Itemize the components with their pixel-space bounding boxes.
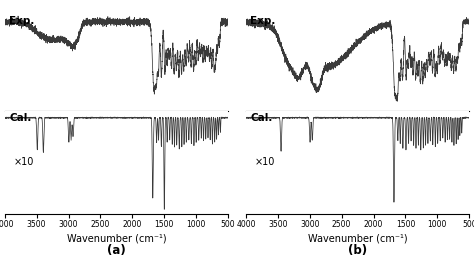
X-axis label: Wavenumber (cm⁻¹): Wavenumber (cm⁻¹) [308,233,408,243]
Text: ×10: ×10 [255,157,275,167]
Text: (b): (b) [348,244,367,257]
Text: Exp.: Exp. [9,16,35,26]
Text: Cal.: Cal. [9,113,32,123]
Text: Cal.: Cal. [250,113,273,123]
Text: ×10: ×10 [14,157,34,167]
Text: (a): (a) [107,244,126,257]
Text: Exp.: Exp. [250,16,276,26]
X-axis label: Wavenumber (cm⁻¹): Wavenumber (cm⁻¹) [66,233,166,243]
